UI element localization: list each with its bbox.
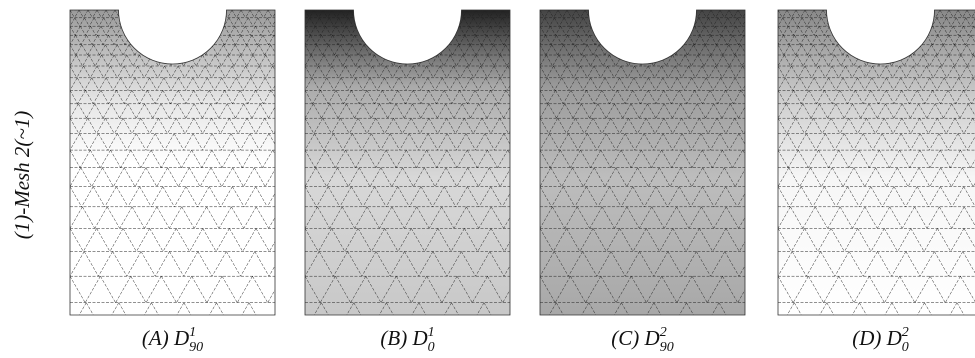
caption: (D) D2 0 xyxy=(852,325,909,355)
panel-fill xyxy=(305,10,510,315)
panel xyxy=(539,9,746,316)
caption: (A) D1 90 xyxy=(142,325,203,355)
caption-sub: 0 xyxy=(428,340,435,355)
caption-sup: 2 xyxy=(660,325,667,340)
caption: (C) D2 90 xyxy=(611,325,673,355)
panel-outline xyxy=(777,9,975,316)
caption-label: (A) xyxy=(142,326,169,350)
row-label: (1)-Mesh 2(~1) xyxy=(10,111,34,240)
caption-sup: 2 xyxy=(902,325,909,340)
panel-outline xyxy=(69,9,276,316)
caption-label: (D) xyxy=(852,326,881,350)
caption-symbol: D xyxy=(411,326,427,350)
panel xyxy=(69,9,276,316)
panel-outline xyxy=(304,9,511,316)
panel-fill xyxy=(778,10,975,315)
caption-label: (B) xyxy=(380,326,407,350)
caption-symbol: D xyxy=(173,326,189,350)
caption-sup: 1 xyxy=(189,325,196,340)
caption-sub: 90 xyxy=(660,340,674,355)
panel xyxy=(304,9,511,316)
panels xyxy=(69,9,975,316)
panel xyxy=(777,9,975,316)
caption-symbol: D xyxy=(886,326,902,350)
caption-sub: 0 xyxy=(902,340,909,355)
caption-symbol: D xyxy=(644,326,660,350)
panel-fill xyxy=(540,10,745,315)
panel-outline xyxy=(539,9,746,316)
caption: (B) D1 0 xyxy=(380,325,434,355)
caption-label: (C) xyxy=(611,326,639,350)
caption-sup: 1 xyxy=(428,325,435,340)
panel-fill xyxy=(70,10,275,315)
caption-sub: 90 xyxy=(189,340,203,355)
